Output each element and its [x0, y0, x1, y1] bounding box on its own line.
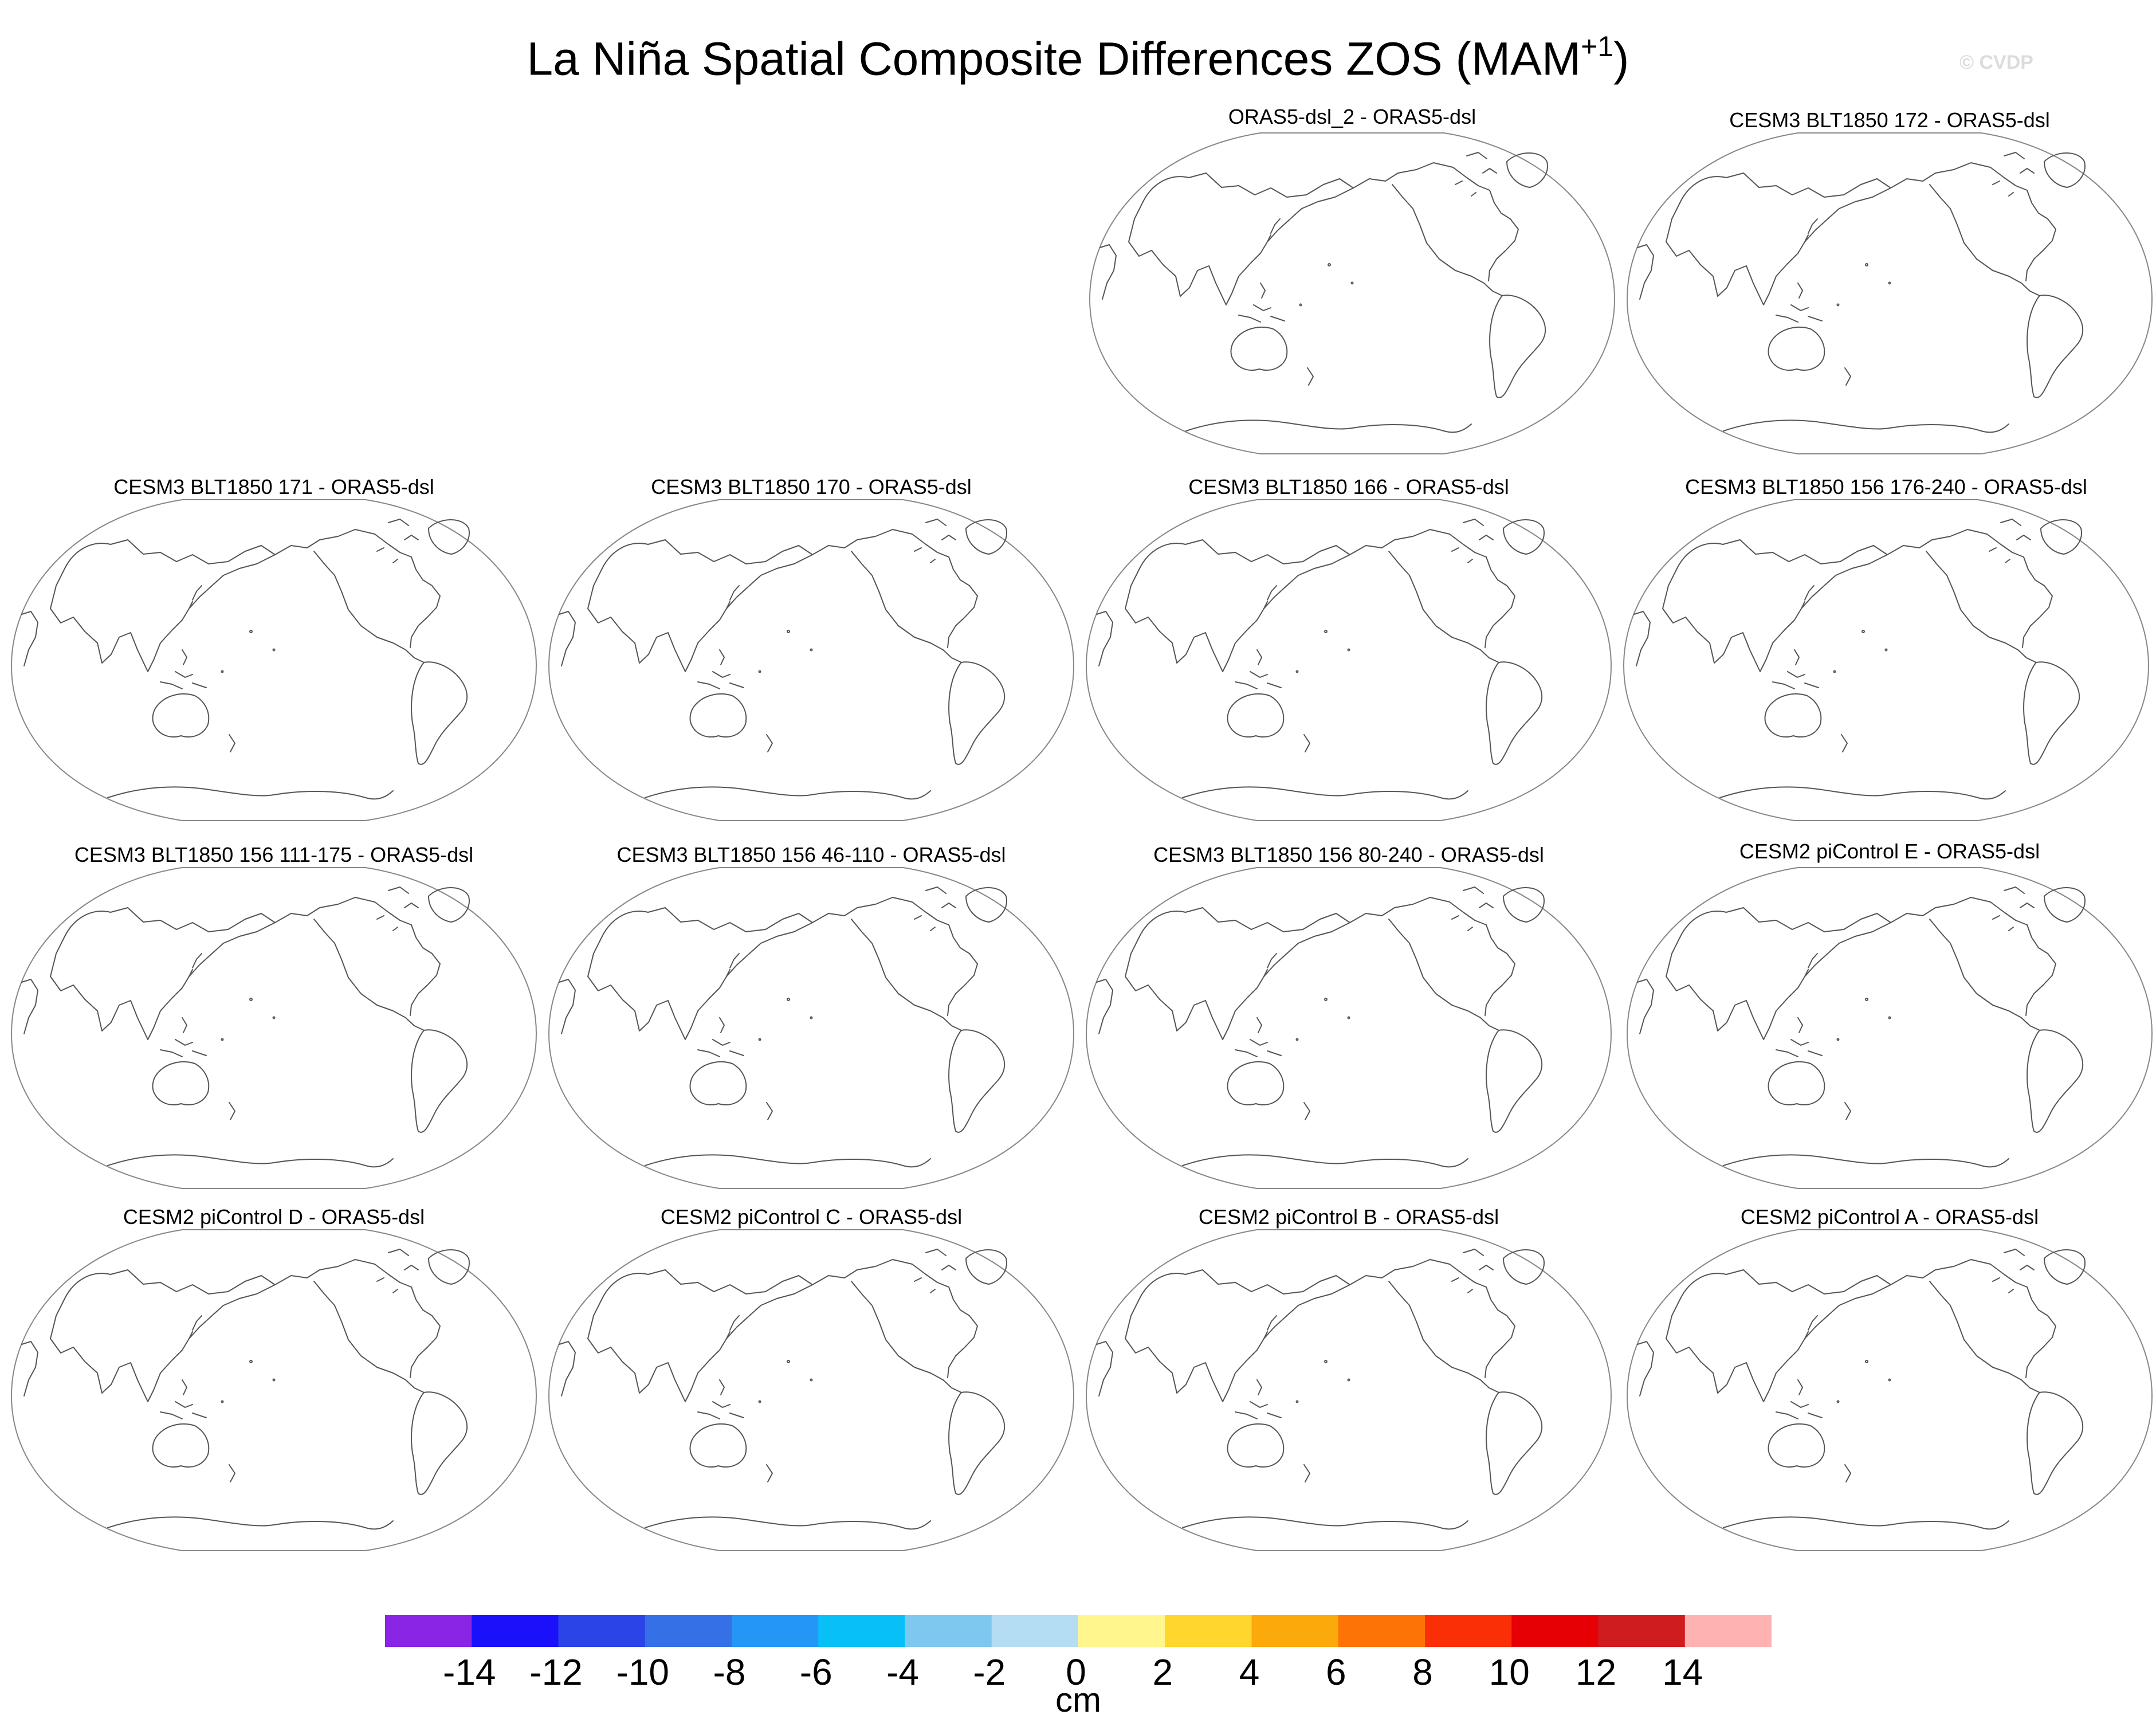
- map-panel-1: [1089, 132, 1615, 454]
- map-panel-11: [11, 1229, 537, 1551]
- world-coastline-outline: [548, 1229, 1074, 1551]
- world-coastline-outline: [1086, 1229, 1612, 1551]
- map-panel-2: [1627, 132, 2153, 454]
- map-panel-14: [1627, 1229, 2153, 1551]
- panel-title-8: CESM3 BLT1850 156 46-110 - ORAS5-dsl: [616, 843, 1006, 866]
- colorbar-swatch: [1511, 1615, 1599, 1647]
- colorbar-tick-label: -2: [973, 1651, 1006, 1693]
- colorbar-tick-label: 4: [1239, 1651, 1260, 1693]
- colorbar-tick-label: 12: [1575, 1651, 1617, 1693]
- world-coastline-outline: [11, 499, 537, 821]
- colorbar-tick-label: 6: [1325, 1651, 1346, 1693]
- map-panel-4: [548, 499, 1074, 821]
- colorbar-swatch: [472, 1615, 559, 1647]
- map-panel-10: [1627, 867, 2153, 1189]
- map-panel-13: [1086, 1229, 1612, 1551]
- map-panel-12: [548, 1229, 1074, 1551]
- panel-title-7: CESM3 BLT1850 156 111-175 - ORAS5-dsl: [74, 843, 474, 866]
- map-panel-3: [11, 499, 537, 821]
- world-coastline-outline: [11, 1229, 537, 1551]
- colorbar-tick-label: -4: [886, 1651, 919, 1693]
- panel-title-10: CESM2 piControl E - ORAS5-dsl: [1739, 839, 2040, 863]
- map-panel-9: [1086, 867, 1612, 1189]
- world-coastline-outline: [548, 499, 1074, 821]
- world-coastline-outline: [1623, 499, 2149, 821]
- map-panel-6: [1623, 499, 2149, 821]
- colorbar-tick-label: 2: [1152, 1651, 1173, 1693]
- colorbar-swatch: [905, 1615, 992, 1647]
- panel-title-13: CESM2 piControl B - ORAS5-dsl: [1198, 1205, 1499, 1229]
- map-panel-5: [1086, 499, 1612, 821]
- cvdp-watermark: © CVDP: [1959, 52, 2033, 73]
- world-coastline-outline: [1086, 867, 1612, 1189]
- colorbar-swatch: [1598, 1615, 1686, 1647]
- world-coastline-outline: [548, 867, 1074, 1189]
- world-coastline-outline: [11, 867, 537, 1189]
- colorbar-swatch: [1425, 1615, 1512, 1647]
- colorbar-tick-label: 0: [1066, 1651, 1086, 1693]
- colorbar-swatch: [732, 1615, 819, 1647]
- colorbar-swatch: [558, 1615, 646, 1647]
- world-coastline-outline: [1627, 1229, 2153, 1551]
- colorbar-swatch: [1165, 1615, 1252, 1647]
- panel-title-5: CESM3 BLT1850 166 - ORAS5-dsl: [1188, 475, 1509, 499]
- colorbar-tick-label: -14: [443, 1651, 496, 1693]
- world-coastline-outline: [1627, 132, 2153, 454]
- colorbar-swatch: [818, 1615, 905, 1647]
- colorbar-units: cm: [1055, 1681, 1101, 1719]
- colorbar-tick-label: 14: [1662, 1651, 1703, 1693]
- world-coastline-outline: [1086, 499, 1612, 821]
- colorbar-tick-label: 8: [1412, 1651, 1433, 1693]
- world-coastline-outline: [1089, 132, 1615, 454]
- colorbar: [385, 1615, 1772, 1647]
- colorbar-tick-label: -6: [799, 1651, 832, 1693]
- colorbar-tick-label: -10: [616, 1651, 670, 1693]
- colorbar-swatch: [991, 1615, 1079, 1647]
- colorbar-swatch: [1684, 1615, 1772, 1647]
- colorbar-tick-label: -12: [529, 1651, 583, 1693]
- panel-title-1: ORAS5-dsl_2 - ORAS5-dsl: [1228, 105, 1476, 128]
- map-panel-7: [11, 867, 537, 1189]
- colorbar-swatch: [1251, 1615, 1339, 1647]
- panel-title-14: CESM2 piControl A - ORAS5-dsl: [1740, 1205, 2039, 1229]
- panel-title-12: CESM2 piControl C - ORAS5-dsl: [660, 1205, 963, 1229]
- panel-title-11: CESM2 piControl D - ORAS5-dsl: [123, 1205, 425, 1229]
- map-panel-8: [548, 867, 1074, 1189]
- colorbar-swatch: [385, 1615, 472, 1647]
- figure-title: La Niña Spatial Composite Differences ZO…: [527, 30, 1629, 85]
- world-coastline-outline: [1627, 867, 2153, 1189]
- panel-title-2: CESM3 BLT1850 172 - ORAS5-dsl: [1729, 108, 2050, 132]
- colorbar-swatch: [645, 1615, 732, 1647]
- panel-title-4: CESM3 BLT1850 170 - ORAS5-dsl: [651, 475, 972, 499]
- panel-title-6: CESM3 BLT1850 156 176-240 - ORAS5-dsl: [1685, 475, 2087, 499]
- panel-title-9: CESM3 BLT1850 156 80-240 - ORAS5-dsl: [1153, 843, 1544, 866]
- colorbar-swatch: [1338, 1615, 1425, 1647]
- colorbar-tick-label: -8: [713, 1651, 746, 1693]
- colorbar-swatch: [1078, 1615, 1165, 1647]
- panel-title-3: CESM3 BLT1850 171 - ORAS5-dsl: [113, 475, 434, 499]
- colorbar-tick-label: 10: [1489, 1651, 1530, 1693]
